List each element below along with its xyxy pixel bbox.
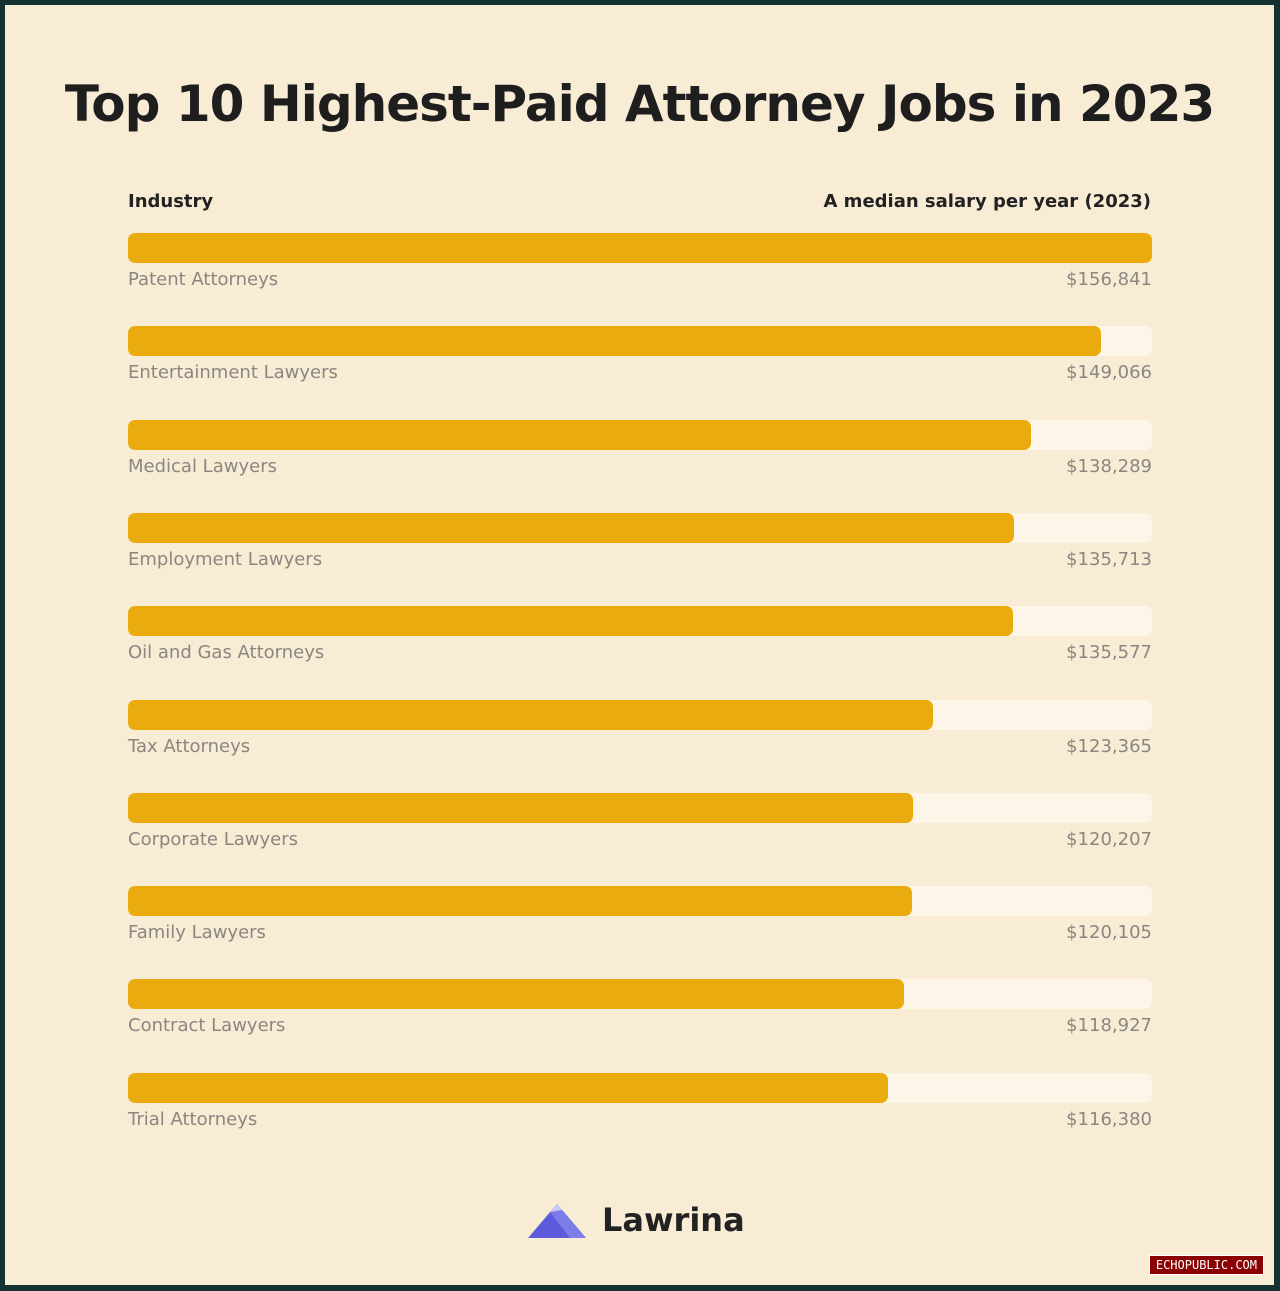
value-label: $116,380: [1066, 1108, 1152, 1130]
value-label: $135,713: [1066, 548, 1152, 570]
bar-row: Corporate Lawyers $120,207: [128, 792, 1152, 857]
value-column-header: A median salary per year (2023): [823, 191, 1151, 212]
bar-row: Patent Attorneys $156,841: [128, 233, 1152, 297]
value-label: $135,577: [1066, 642, 1152, 664]
bar-row: Oil and Gas Attorneys $135,577: [128, 606, 1152, 670]
bar-row: Trial Attorneys $116,380: [128, 1072, 1152, 1137]
category-column-header: Industry: [128, 191, 214, 212]
bar-row: Contract Lawyers $118,927: [128, 979, 1152, 1043]
bar: [128, 886, 913, 917]
category-label: Contract Lawyers: [128, 1015, 286, 1037]
bar-row: Tax Attorneys $123,365: [128, 699, 1152, 764]
bar-track: [128, 512, 1152, 543]
bar-track: [128, 419, 1152, 450]
bar: [128, 792, 913, 823]
category-label: Trial Attorneys: [128, 1108, 258, 1130]
bar-row: Family Lawyers $120,105: [128, 886, 1152, 950]
brand-name: Lawrina: [602, 1201, 745, 1239]
bar-track: [128, 1072, 1152, 1103]
category-label: Entertainment Lawyers: [128, 362, 338, 384]
value-label: $118,927: [1066, 1015, 1152, 1037]
bar: [128, 979, 905, 1010]
value-label: $156,841: [1066, 269, 1152, 290]
brand-logo: Lawrina: [528, 1195, 745, 1245]
bar: [128, 233, 1152, 263]
bar: [128, 512, 1015, 543]
chart-title: Top 10 Highest-Paid Attorney Jobs in 202…: [64, 75, 1215, 133]
bar-track: [128, 979, 1152, 1010]
bar: [128, 326, 1102, 357]
infographic-card: Top 10 Highest-Paid Attorney Jobs in 202…: [5, 5, 1274, 1285]
value-label: $138,289: [1066, 455, 1152, 477]
bar-track: [128, 886, 1152, 917]
category-label: Oil and Gas Attorneys: [128, 642, 325, 664]
lawrina-logo-icon: [528, 1204, 586, 1238]
value-label: $120,207: [1066, 828, 1152, 850]
category-label: Medical Lawyers: [128, 455, 277, 477]
category-label: Employment Lawyers: [128, 548, 323, 570]
value-label: $123,365: [1066, 735, 1152, 757]
bar: [128, 1072, 888, 1103]
bar-track: [128, 699, 1152, 730]
bar-track: [128, 792, 1152, 823]
category-label: Corporate Lawyers: [128, 828, 298, 850]
category-label: Patent Attorneys: [128, 269, 279, 290]
bar-track: [128, 326, 1152, 357]
value-label: $120,105: [1066, 922, 1152, 944]
bar: [128, 419, 1031, 450]
bar-row: Employment Lawyers $135,713: [128, 512, 1152, 577]
bar-row: Entertainment Lawyers $149,066: [128, 326, 1152, 390]
value-label: $149,066: [1066, 362, 1152, 384]
bar-row: Medical Lawyers $138,289: [128, 419, 1152, 484]
bar-track: [128, 606, 1152, 637]
category-label: Tax Attorneys: [128, 735, 251, 757]
bar: [128, 699, 934, 730]
bar-track: [128, 233, 1152, 263]
category-label: Family Lawyers: [128, 922, 266, 944]
watermark: ECHOPUBLIC.COM: [1148, 1255, 1264, 1275]
bar: [128, 606, 1014, 637]
